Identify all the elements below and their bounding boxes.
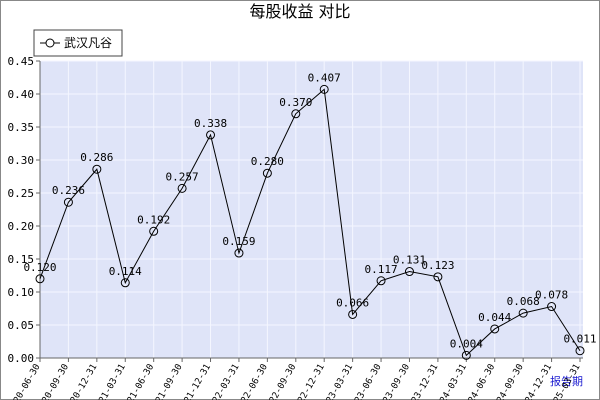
value-label: 0.123 xyxy=(421,259,454,272)
data-point xyxy=(234,248,244,258)
data-point xyxy=(348,309,358,319)
value-label: 0.131 xyxy=(393,254,426,267)
y-tick-label: 0.00 xyxy=(8,352,35,365)
data-point xyxy=(490,324,500,334)
y-tick-label: 0.30 xyxy=(8,154,35,167)
y-tick-label: 0.05 xyxy=(8,319,35,332)
value-label: 0.159 xyxy=(222,235,255,248)
y-tick-label: 0.15 xyxy=(8,253,35,266)
value-label: 0.280 xyxy=(251,155,284,168)
x-axis-label: 报告期 xyxy=(550,374,583,388)
value-label: 0.257 xyxy=(166,170,199,183)
value-label: 0.117 xyxy=(364,263,397,276)
value-label: 0.114 xyxy=(109,265,142,278)
data-point xyxy=(547,302,557,312)
value-label: 0.068 xyxy=(507,295,540,308)
data-point xyxy=(404,267,414,277)
value-label: 0.236 xyxy=(52,184,85,197)
data-point xyxy=(149,226,159,236)
value-label: 0.078 xyxy=(535,289,568,302)
data-point xyxy=(461,350,471,360)
value-label: 0.004 xyxy=(450,337,483,350)
y-tick-label: 0.10 xyxy=(8,286,35,299)
data-point xyxy=(177,183,187,193)
legend-marker xyxy=(45,38,55,48)
plot-area xyxy=(40,61,583,358)
legend: 武汉凡谷 xyxy=(33,29,123,57)
value-label: 0.011 xyxy=(563,333,596,346)
y-tick-label: 0.20 xyxy=(8,220,35,233)
value-label: 0.044 xyxy=(478,311,511,324)
y-tick-label: 0.35 xyxy=(8,121,35,134)
data-point xyxy=(319,84,329,94)
data-point xyxy=(376,276,386,286)
data-point xyxy=(262,168,272,178)
value-label: 0.120 xyxy=(23,261,56,274)
data-point xyxy=(575,346,585,356)
data-point xyxy=(518,308,528,318)
data-point xyxy=(63,197,73,207)
legend-label: 武汉凡谷 xyxy=(64,36,112,50)
value-label: 0.407 xyxy=(308,71,341,84)
value-label: 0.338 xyxy=(194,117,227,130)
y-tick-label: 0.40 xyxy=(8,88,35,101)
value-label: 0.286 xyxy=(80,151,113,164)
series-line xyxy=(39,88,581,357)
y-tick-label: 0.45 xyxy=(8,55,35,68)
y-tick-label: 0.25 xyxy=(8,187,35,200)
value-label: 0.192 xyxy=(137,213,170,226)
value-label: 0.066 xyxy=(336,296,369,309)
data-point xyxy=(206,130,216,140)
data-point xyxy=(291,109,301,119)
chart-title: 每股收益 对比 xyxy=(249,2,350,21)
data-point xyxy=(92,164,102,174)
data-point xyxy=(35,274,45,284)
data-point xyxy=(433,272,443,282)
value-label: 0.370 xyxy=(279,96,312,109)
data-point xyxy=(120,278,130,288)
